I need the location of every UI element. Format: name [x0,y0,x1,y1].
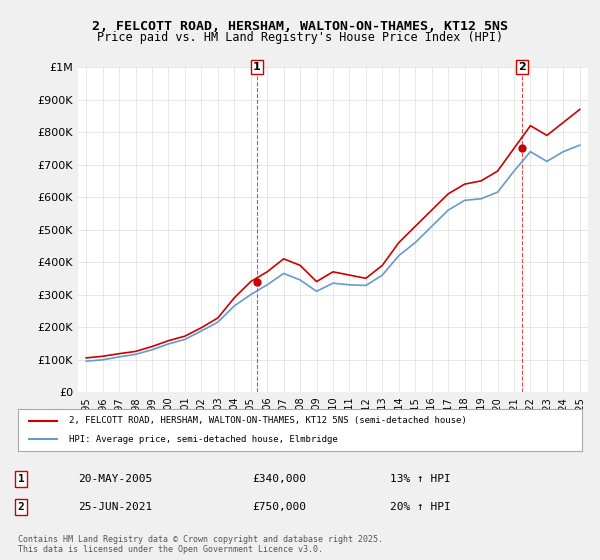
Text: Contains HM Land Registry data © Crown copyright and database right 2025.
This d: Contains HM Land Registry data © Crown c… [18,535,383,554]
Text: 13% ↑ HPI: 13% ↑ HPI [390,474,451,484]
Text: £750,000: £750,000 [252,502,306,512]
Text: Price paid vs. HM Land Registry's House Price Index (HPI): Price paid vs. HM Land Registry's House … [97,31,503,44]
Text: 2: 2 [518,62,526,72]
Text: HPI: Average price, semi-detached house, Elmbridge: HPI: Average price, semi-detached house,… [69,435,338,444]
Text: 1: 1 [17,474,25,484]
Text: 2, FELCOTT ROAD, HERSHAM, WALTON-ON-THAMES, KT12 5NS: 2, FELCOTT ROAD, HERSHAM, WALTON-ON-THAM… [92,20,508,32]
Text: 25-JUN-2021: 25-JUN-2021 [78,502,152,512]
Text: 2, FELCOTT ROAD, HERSHAM, WALTON-ON-THAMES, KT12 5NS (semi-detached house): 2, FELCOTT ROAD, HERSHAM, WALTON-ON-THAM… [69,416,467,425]
Text: 20% ↑ HPI: 20% ↑ HPI [390,502,451,512]
Text: 2: 2 [17,502,25,512]
Text: 1: 1 [253,62,261,72]
Text: £340,000: £340,000 [252,474,306,484]
Text: 20-MAY-2005: 20-MAY-2005 [78,474,152,484]
